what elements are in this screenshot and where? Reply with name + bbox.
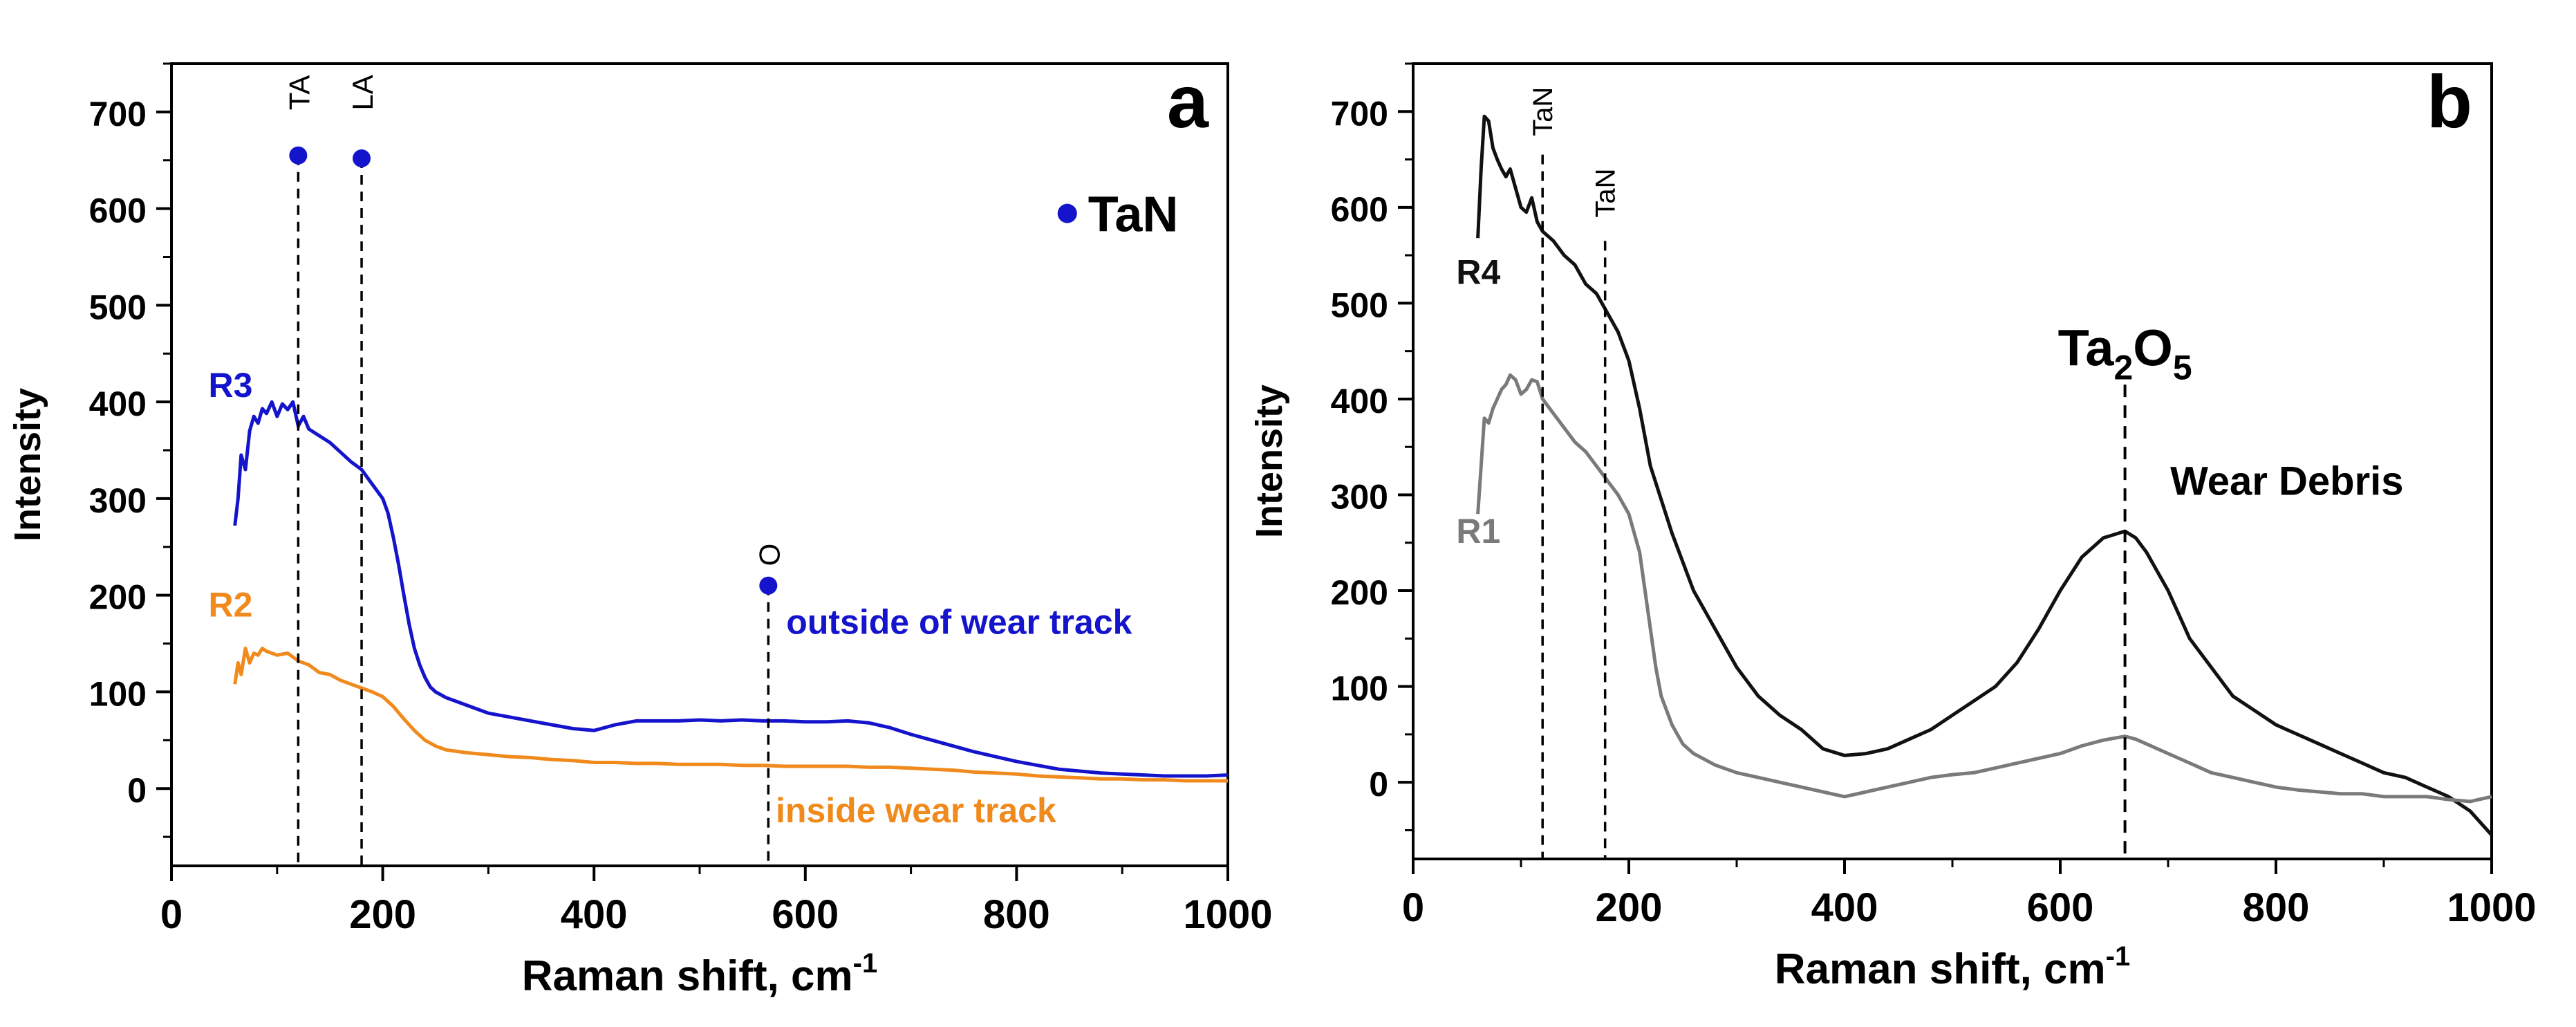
y-tick-label: 0: [127, 771, 147, 810]
x-tick-label: 200: [1596, 885, 1663, 930]
wear-debris-label: Wear Debris: [2170, 459, 2403, 503]
y-tick-label: 500: [89, 288, 147, 326]
series-line-r3: [233, 400, 1229, 778]
series-label-r1: R1: [1456, 512, 1500, 550]
tan-line-label: TaN: [1591, 168, 1621, 217]
x-tick-label: 800: [2243, 885, 2310, 930]
ta2o5-label: Ta2O5: [2058, 319, 2192, 387]
x-tick-label: 400: [561, 892, 628, 937]
y-tick-label: 200: [1331, 573, 1388, 612]
panel-letter: a: [1167, 59, 1209, 143]
x-tick-label: 0: [160, 892, 183, 937]
panel-letter: b: [2427, 59, 2472, 143]
x-axis-label: Raman shift, cm-1: [522, 948, 877, 1000]
y-tick-label: 700: [1331, 94, 1388, 133]
x-tick-label: 1000: [1183, 892, 1272, 937]
legend-label: TaN: [1088, 187, 1179, 243]
tan-marker-dot: [289, 146, 308, 165]
y-tick-label: 200: [89, 578, 147, 617]
series-annotation: outside of wear track: [786, 603, 1132, 642]
marker-label: TA: [283, 75, 315, 111]
series-label-r4: R4: [1456, 253, 1500, 292]
y-tick-label: 300: [1331, 477, 1388, 516]
series-annotation: inside wear track: [776, 791, 1056, 830]
legend-dot: [1057, 203, 1077, 223]
series-line-r2: [233, 647, 1228, 783]
y-tick-label: 400: [89, 385, 147, 423]
y-tick-label: 0: [1369, 765, 1388, 804]
y-tick-label: 300: [89, 481, 147, 520]
y-tick-label: 100: [1331, 669, 1388, 708]
x-tick-label: 800: [983, 892, 1050, 937]
x-tick-label: 1000: [2447, 885, 2536, 930]
y-axis-label: Intensity: [1249, 385, 1290, 538]
panel-b: 0 200 400 600 800 1000 0 100 200 300 400 500 600 700 R…: [1249, 59, 2537, 993]
x-tick-label: 0: [1402, 885, 1424, 930]
y-tick-label: 700: [89, 95, 147, 133]
x-tick-label: 600: [2027, 885, 2094, 930]
y-tick-label: 400: [1331, 382, 1388, 420]
y-tick-label: 100: [89, 674, 147, 713]
x-tick-label: 400: [1811, 885, 1878, 930]
x-axis-label: Raman shift, cm-1: [1775, 941, 2130, 993]
y-tick-label: 600: [1331, 190, 1388, 229]
y-tick-label: 500: [1331, 286, 1388, 324]
tan-line-label: TaN: [1528, 87, 1558, 136]
x-tick-label: 200: [349, 892, 416, 937]
tan-marker-dot: [759, 576, 778, 595]
series-line-r4: [1476, 114, 2493, 837]
y-tick-label: 600: [89, 192, 147, 230]
series-line-r1: [1476, 373, 2492, 804]
series-label-r2: R2: [208, 585, 252, 624]
marker-label: O: [753, 544, 785, 566]
y-axis-label: Intensity: [7, 388, 48, 542]
x-tick-label: 600: [772, 892, 839, 937]
tan-marker-dot: [353, 149, 371, 167]
marker-label: LA: [346, 75, 379, 110]
series-label-r3: R3: [208, 366, 252, 405]
panel-a: 0 200 400 600 800 1000 0 100 200 300 400 500 600 700 R…: [7, 59, 1273, 1000]
plot-frame: [170, 62, 1229, 867]
